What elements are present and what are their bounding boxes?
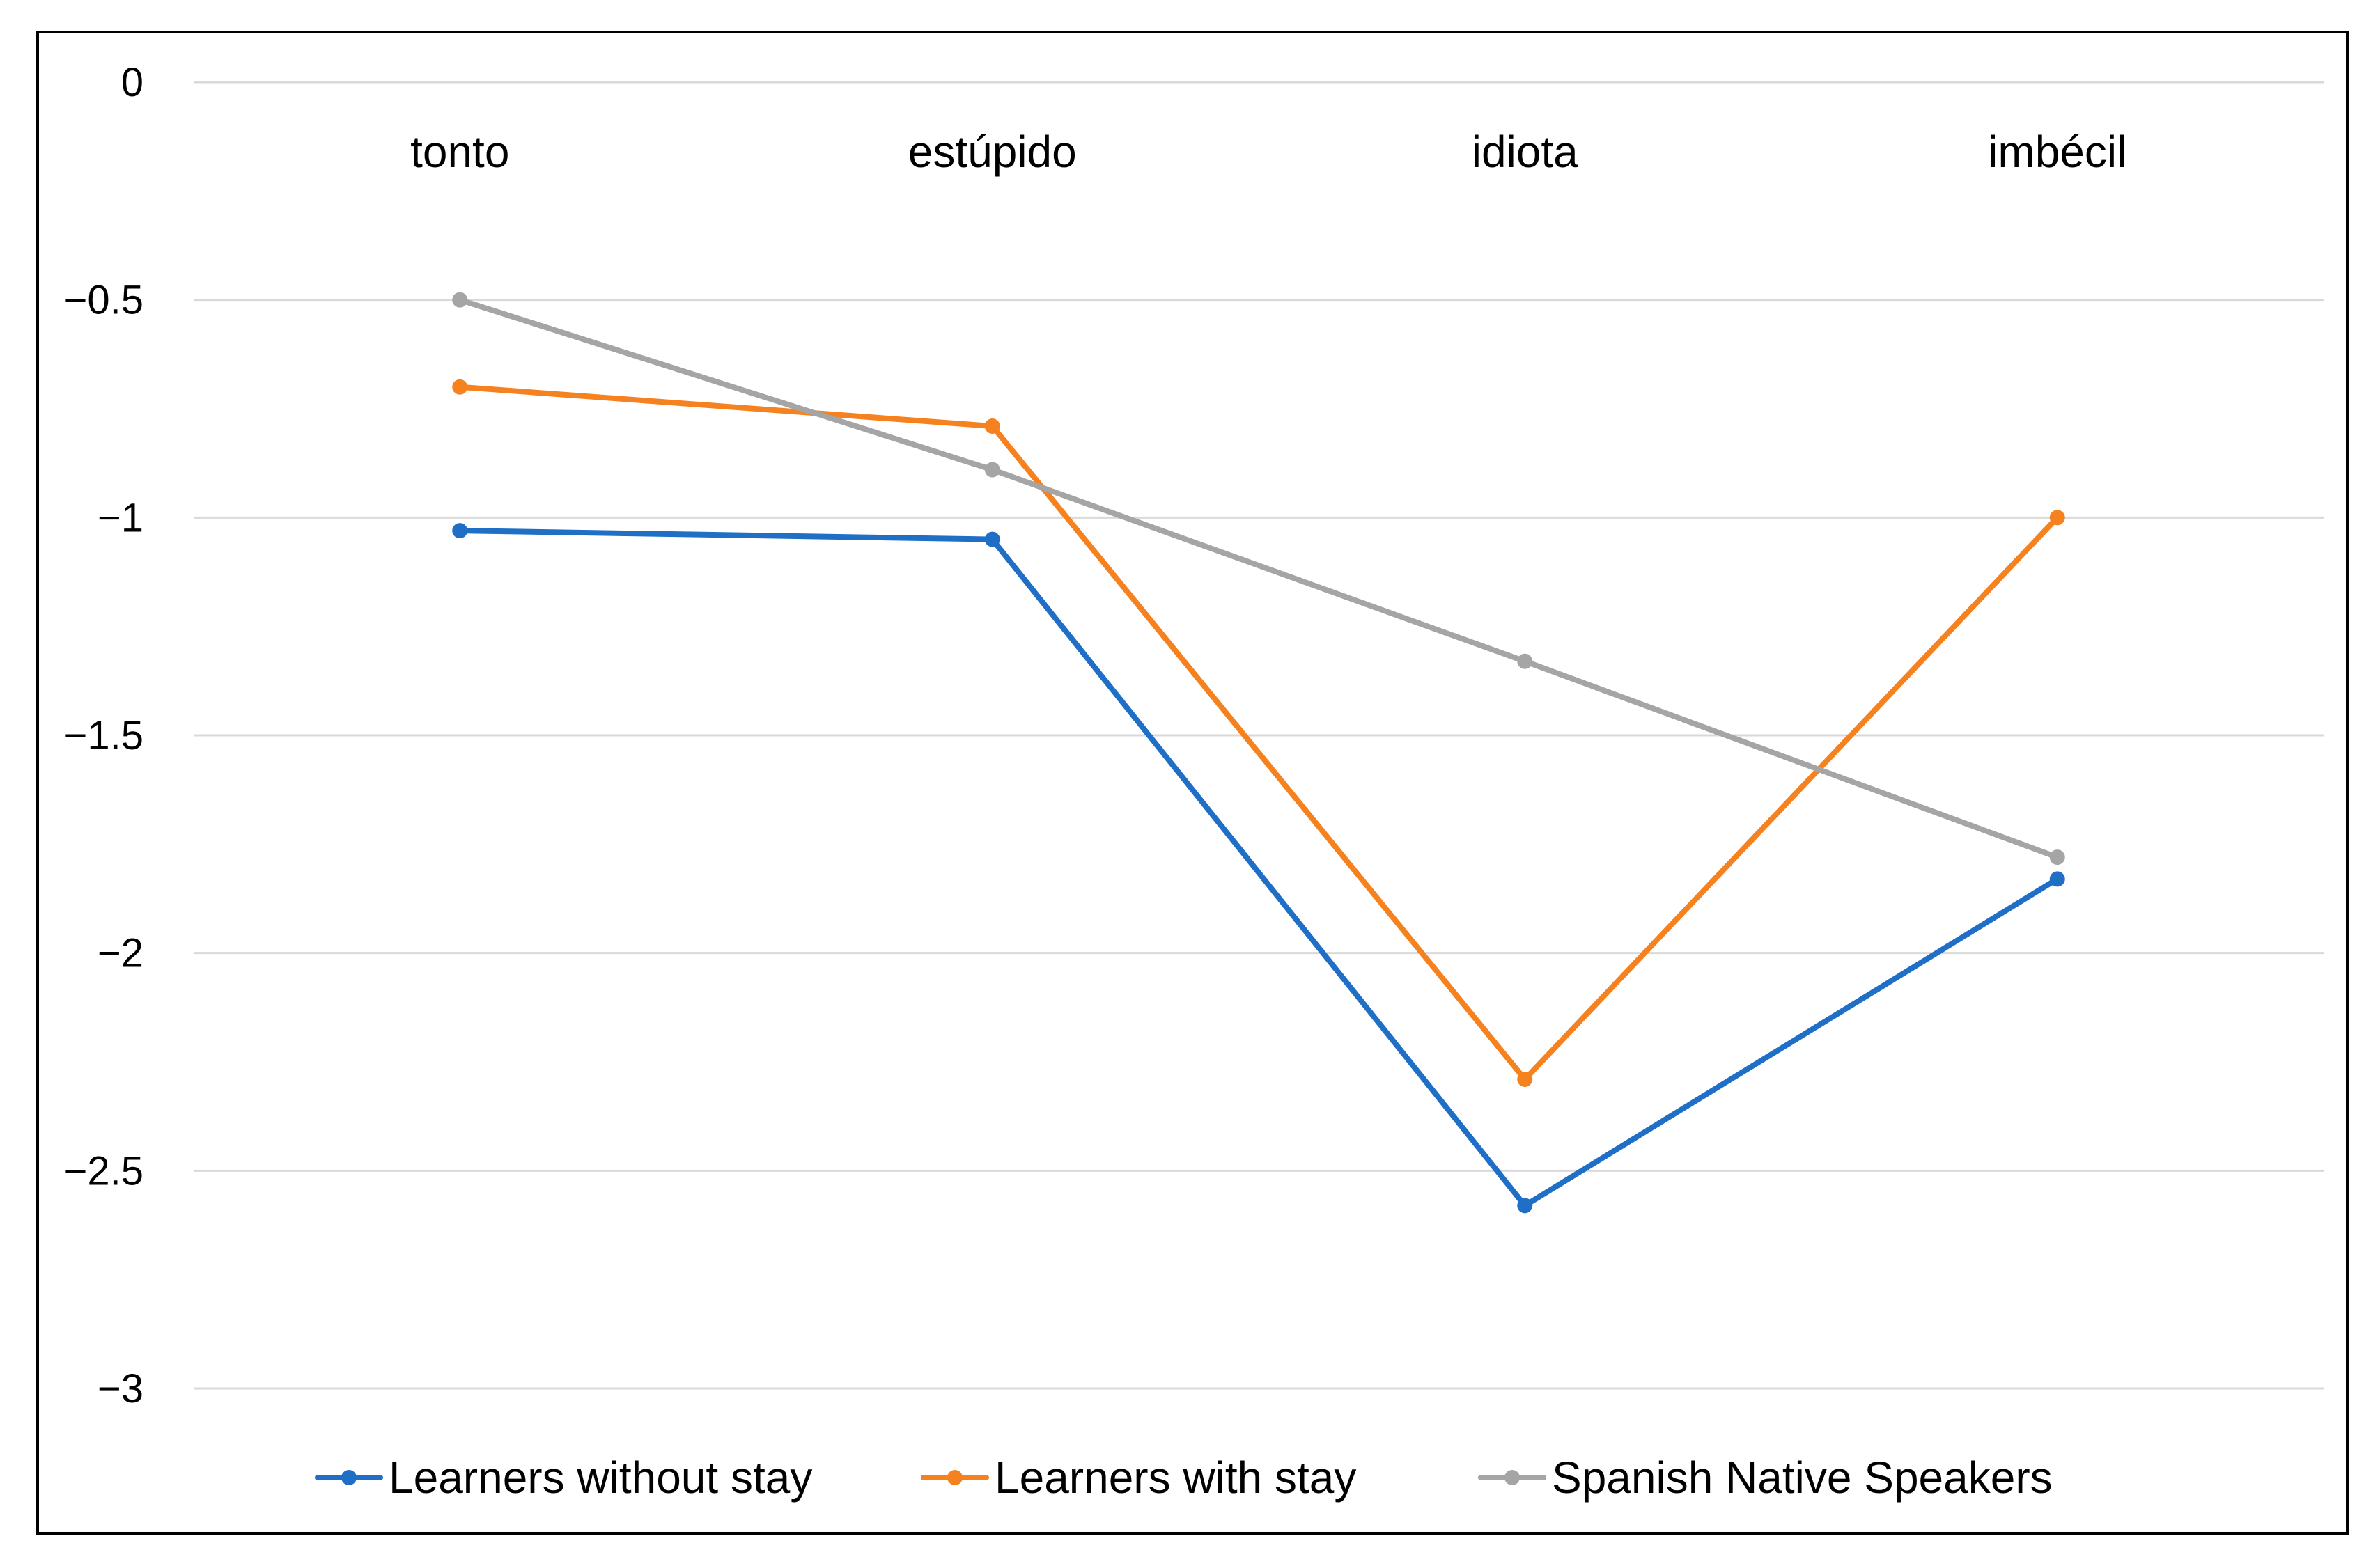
y-tick-label: −3 <box>98 1366 143 1411</box>
legend-swatch-marker <box>341 1470 357 1485</box>
series-lines <box>452 292 2065 1214</box>
legend: Learners without stay Learners with stay S… <box>315 1453 2053 1503</box>
data-point <box>2049 871 2065 887</box>
category-labels: tonto estúpido idiota imbécil <box>410 127 2126 177</box>
data-point <box>2049 510 2065 526</box>
chart-svg: 0 −0.5 −1 −1.5 −2 −2.5 −3 tonto estúpido idiota i… <box>64 60 2324 1503</box>
series-line <box>457 297 2060 861</box>
gridlines <box>194 81 2324 1390</box>
series-line <box>457 384 2060 1083</box>
legend-label: Learners without stay <box>389 1453 812 1503</box>
legend-swatch-marker <box>947 1470 963 1485</box>
y-tick-label: −0.5 <box>64 278 144 323</box>
y-axis-tick-labels: 0 −0.5 −1 −1.5 −2 −2.5 −3 <box>64 60 144 1411</box>
data-point <box>1517 1198 1533 1214</box>
y-tick-label: −1 <box>98 495 143 540</box>
chart-frame: 0 −0.5 −1 −1.5 −2 −2.5 −3 tonto estúpido idiota i… <box>36 31 2349 1535</box>
legend-swatch-marker <box>1504 1470 1520 1485</box>
legend-item: Spanish Native Speakers <box>1478 1453 2053 1503</box>
category-label: tonto <box>410 127 509 177</box>
legend-item: Learners without stay <box>315 1453 812 1503</box>
y-tick-label: −1.5 <box>64 713 144 758</box>
series-group <box>452 292 2065 866</box>
series-group <box>452 379 2065 1088</box>
y-tick-label: −2 <box>98 931 143 976</box>
legend-label: Learners with stay <box>995 1453 1356 1503</box>
category-label: estúpido <box>908 127 1077 177</box>
series-line <box>457 528 2060 1209</box>
data-point <box>984 462 1000 478</box>
legend-label: Spanish Native Speakers <box>1552 1453 2053 1503</box>
data-point <box>452 379 468 395</box>
category-label: idiota <box>1472 127 1578 177</box>
data-point <box>452 292 468 308</box>
data-point <box>984 418 1000 434</box>
data-point <box>2049 849 2065 866</box>
y-tick-label: −2.5 <box>64 1148 144 1193</box>
series-group <box>452 523 2065 1214</box>
data-point <box>452 523 468 539</box>
category-label: imbécil <box>1988 127 2126 177</box>
y-tick-label: 0 <box>121 60 143 105</box>
data-point <box>984 531 1000 547</box>
data-point <box>1517 1072 1533 1088</box>
legend-item: Learners with stay <box>921 1453 1356 1503</box>
data-point <box>1517 653 1533 669</box>
